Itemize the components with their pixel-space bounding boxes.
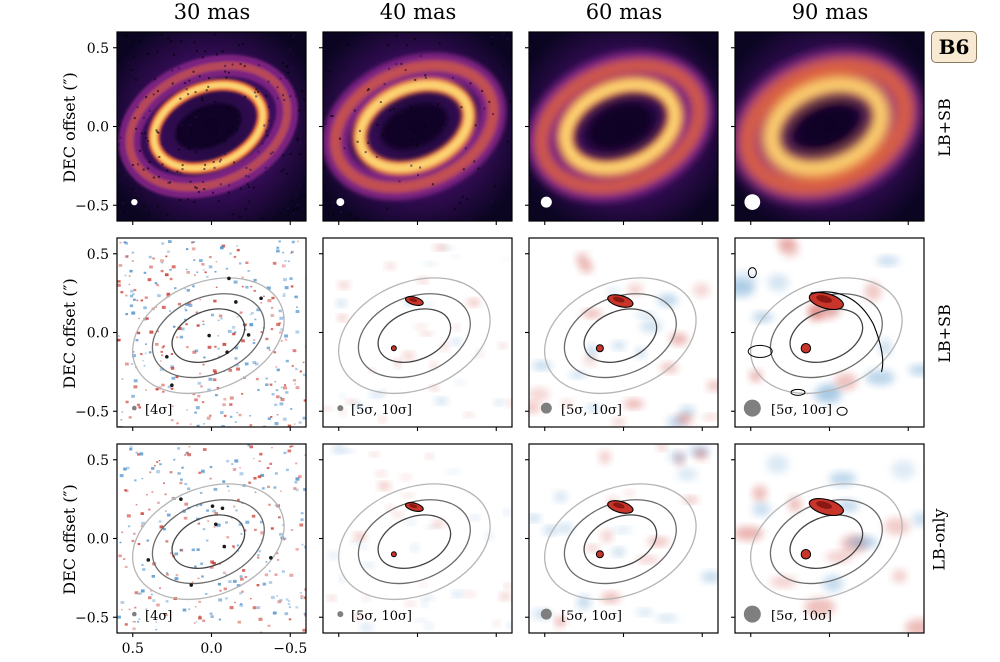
beam-ellipse (337, 611, 344, 618)
y-tick-label: 0.5 (87, 41, 109, 57)
beam-ellipse (540, 608, 552, 620)
residual-panel-r2-c2: [5σ, 10σ] (528, 443, 719, 634)
residual-panel-r1-c0: [4σ] (116, 237, 307, 428)
column-title-90mas: 90 mas (791, 0, 869, 24)
disk-emission (529, 50, 715, 203)
contour-levels-legend: [5σ, 10σ] (771, 403, 832, 418)
y-tick-label: −0.5 (75, 198, 109, 214)
beam-ellipse (337, 405, 344, 412)
column-title-40mas: 40 mas (379, 0, 457, 24)
ring-model-contours (131, 483, 285, 601)
y-tick-label: 0.5 (87, 453, 109, 469)
residual-panel-r2-c1: [5σ, 10σ] (322, 443, 513, 634)
residual-panel-r2-c3: [5σ, 10σ] (734, 443, 925, 634)
ring-model-contours (543, 277, 697, 395)
beam-ellipse (132, 405, 137, 411)
contour-levels-legend: [5σ, 10σ] (561, 403, 622, 418)
ring-model-contours (131, 277, 285, 395)
beam-ellipse (132, 611, 137, 617)
image-panel-1 (322, 31, 513, 222)
beam-ellipse (540, 402, 552, 414)
band-badge: B6 (931, 31, 977, 63)
beam-ellipse (743, 399, 761, 417)
y-tick-label: 0.0 (87, 120, 109, 136)
residual-noise (529, 252, 718, 427)
residual-panel-r1-c2: [5σ, 10σ] (528, 237, 719, 428)
column-title-30mas: 30 mas (173, 0, 251, 24)
contour-levels-legend: [4σ] (145, 609, 172, 624)
residual-noise (735, 454, 924, 633)
x-tick-label: 0.0 (200, 641, 222, 657)
image-panel-0 (116, 31, 307, 222)
beam-ellipse (131, 198, 138, 206)
beam-ellipse (540, 196, 552, 208)
beam-ellipse (744, 194, 761, 210)
beam-ellipse (336, 198, 345, 207)
residual-panel-r1-c3: [5σ, 10σ] (734, 237, 925, 428)
x-tick-label: −0.5 (273, 641, 307, 657)
ring-model-contours (337, 277, 491, 395)
y-tick-label: 0.0 (87, 326, 109, 342)
y-tick-label: −0.5 (75, 610, 109, 626)
column-title-60mas: 60 mas (585, 0, 663, 24)
residual-panel-r2-c0: [4σ] (116, 443, 307, 634)
residual-noise (328, 445, 512, 631)
disk-emission (735, 48, 923, 205)
image-panel-3 (734, 31, 925, 222)
disk-emission (323, 52, 507, 201)
residual-noise (117, 240, 306, 427)
y-tick-label: 0.5 (87, 247, 109, 263)
contour-levels-legend: [5σ, 10σ] (351, 609, 412, 624)
x-tick-label: 0.5 (122, 641, 144, 657)
ring-model-contours (543, 483, 697, 601)
contour-levels-legend: [4σ] (145, 403, 172, 418)
ring-model-contours (749, 483, 903, 601)
residual-panel-r1-c1: [5σ, 10σ] (322, 237, 513, 428)
contour-levels-legend: [5σ, 10σ] (561, 609, 622, 624)
beam-ellipse (743, 605, 761, 623)
image-panel-2 (528, 31, 719, 222)
contour-levels-legend: [5σ, 10σ] (771, 609, 832, 624)
ring-model-contours (337, 483, 491, 601)
y-tick-label: 0.0 (87, 532, 109, 548)
y-tick-label: −0.5 (75, 404, 109, 420)
residual-noise (323, 244, 512, 423)
disk-emission (118, 54, 299, 199)
contour-levels-legend: [5σ, 10σ] (351, 403, 412, 418)
